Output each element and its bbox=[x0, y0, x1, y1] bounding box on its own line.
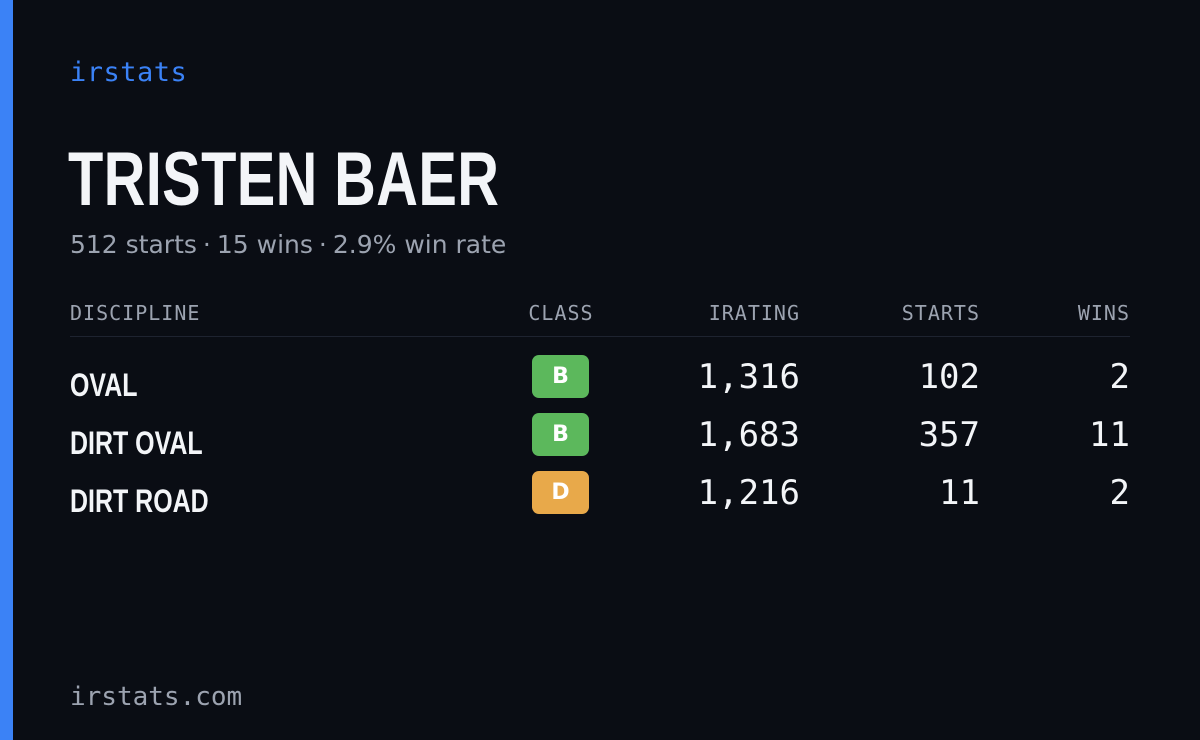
summary-separator: · bbox=[202, 230, 211, 259]
driver-name: TRISTEN BAER bbox=[68, 137, 500, 222]
table-row: DIRT ROAD D 1,216 11 2 bbox=[70, 469, 1130, 527]
class-badge: D bbox=[532, 471, 589, 514]
row-discipline: DIRT OVAL bbox=[70, 425, 203, 461]
table-row: DIRT OVAL B 1,683 357 11 bbox=[70, 411, 1130, 469]
summary-separator: · bbox=[318, 230, 327, 259]
accent-bar bbox=[0, 0, 13, 740]
footer-domain: irstats.com bbox=[70, 682, 243, 712]
row-discipline: DIRT ROAD bbox=[70, 483, 209, 519]
header-irating: IRATING bbox=[708, 301, 800, 325]
class-badge: B bbox=[532, 413, 589, 456]
header-starts: STARTS bbox=[901, 301, 980, 325]
summary-win-rate: 2.9% win rate bbox=[332, 230, 507, 259]
driver-summary: 512 starts · 15 wins · 2.9% win rate bbox=[70, 228, 506, 262]
row-wins: 11 bbox=[1089, 415, 1130, 455]
row-irating: 1,316 bbox=[697, 357, 800, 397]
row-irating: 1,216 bbox=[697, 473, 800, 513]
table-header: DISCIPLINE CLASS IRATING STARTS WINS bbox=[70, 298, 1130, 337]
summary-wins: 15 wins bbox=[216, 230, 313, 259]
brand-logo: irstats bbox=[70, 57, 188, 88]
discipline-table: DISCIPLINE CLASS IRATING STARTS WINS OVA… bbox=[70, 298, 1130, 519]
table-row: OVAL B 1,316 102 2 bbox=[70, 353, 1130, 411]
header-class: CLASS bbox=[528, 301, 594, 325]
table-body: OVAL B 1,316 102 2 DIRT OVAL B 1,683 357… bbox=[70, 353, 1130, 527]
row-wins: 2 bbox=[1109, 473, 1130, 513]
summary-starts: 512 starts bbox=[70, 230, 197, 259]
header-wins: WINS bbox=[1077, 301, 1130, 325]
class-badge: B bbox=[532, 355, 589, 398]
row-irating: 1,683 bbox=[697, 415, 800, 455]
row-wins: 2 bbox=[1109, 357, 1130, 397]
row-starts: 357 bbox=[918, 415, 980, 455]
row-starts: 102 bbox=[918, 357, 980, 397]
row-discipline: OVAL bbox=[70, 367, 138, 403]
row-starts: 11 bbox=[939, 473, 980, 513]
header-discipline: DISCIPLINE bbox=[70, 301, 201, 325]
